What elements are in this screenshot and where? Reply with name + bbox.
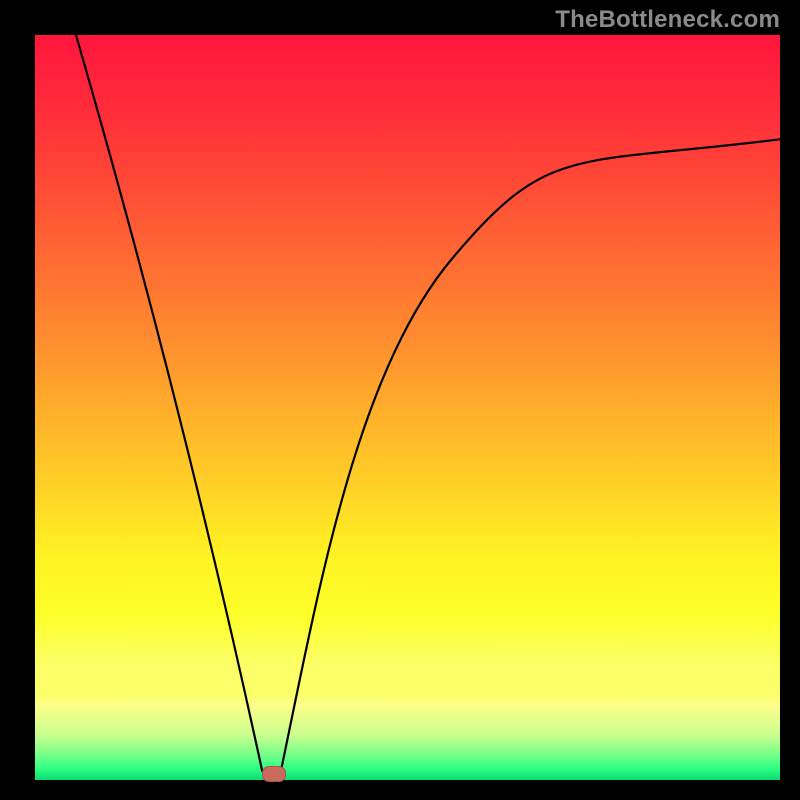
- gradient-background: [35, 35, 780, 780]
- optimal-point-marker: [262, 766, 286, 782]
- chart-container: TheBottleneck.com: [0, 0, 800, 800]
- plot-area: [35, 35, 780, 780]
- watermark-text: TheBottleneck.com: [555, 6, 780, 34]
